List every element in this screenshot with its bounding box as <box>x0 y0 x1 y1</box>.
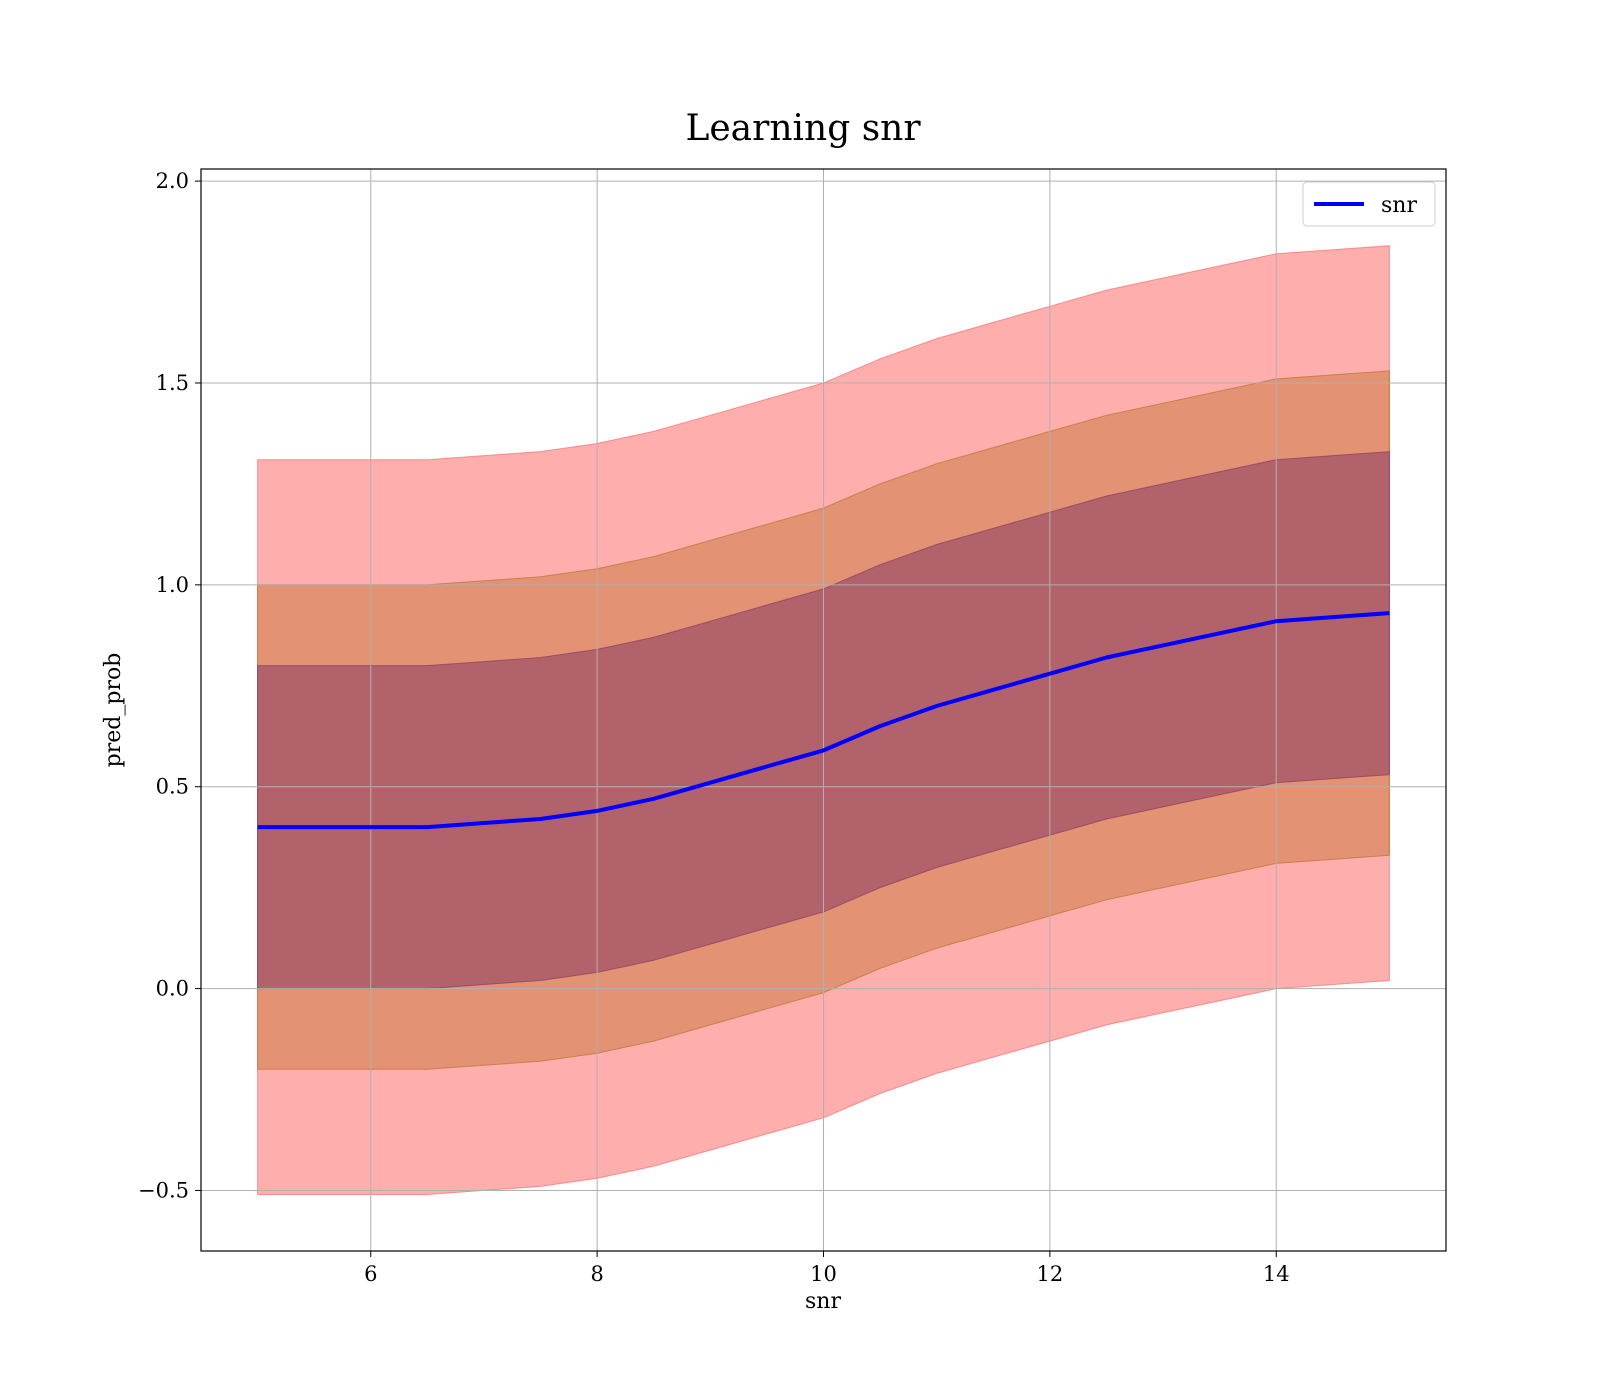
legend-box <box>1302 181 1436 227</box>
x-tick-label-14: 14 <box>1263 1262 1290 1286</box>
chart-title: Learning snr <box>685 108 921 149</box>
x-ticks: 6 8 10 12 14 <box>364 1251 1290 1286</box>
line-series-snr <box>257 611 1390 830</box>
y-tick-label-0: 0.0 <box>156 977 189 1001</box>
x-tick-label-10: 10 <box>810 1262 837 1286</box>
legend: snr <box>1302 181 1436 227</box>
x-axis-label: snr <box>805 1289 841 1314</box>
x-tick-label-12: 12 <box>1036 1262 1063 1286</box>
x-tick-label-8: 8 <box>590 1262 603 1286</box>
y-tick-label-0.5: 0.5 <box>156 775 189 799</box>
y-ticks: −0.5 0.0 0.5 1.0 1.5 2.0 <box>138 169 201 1202</box>
y-axis-label: pred_prob <box>101 653 126 768</box>
y-tick-label-2: 2.0 <box>156 169 189 193</box>
y-tick-label-1: 1.0 <box>156 573 189 597</box>
series-lines <box>257 611 1390 830</box>
x-tick-label-6: 6 <box>364 1262 377 1286</box>
legend-label-snr: snr <box>1381 193 1417 218</box>
grid-lines <box>201 169 1446 1251</box>
y-tick-label--0.5: −0.5 <box>138 1178 189 1202</box>
y-tick-label-1.5: 1.5 <box>156 371 189 395</box>
